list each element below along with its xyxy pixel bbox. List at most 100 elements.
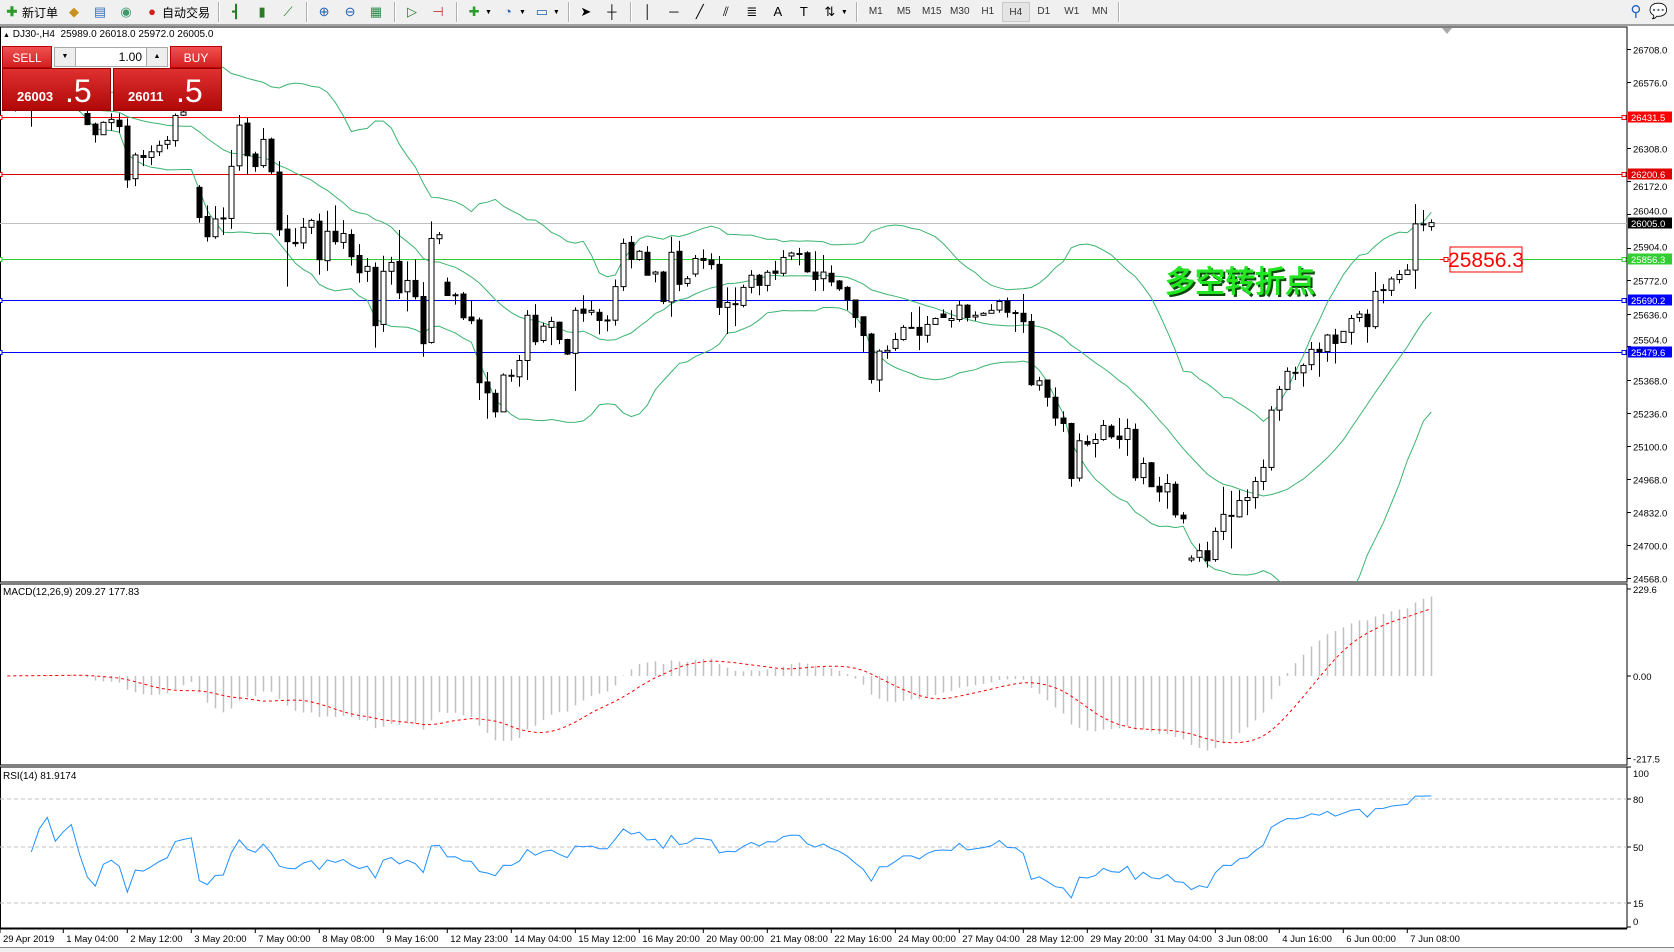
timeframe-m1[interactable]: M1 <box>868 6 883 17</box>
bull-candle <box>220 217 227 220</box>
search-icon[interactable]: ⚲ <box>1630 3 1642 20</box>
buy-button[interactable]: BUY <box>170 46 222 68</box>
bear-candle <box>852 299 859 318</box>
bear-candle <box>1148 462 1155 488</box>
buy-price-box[interactable]: 26011 .5 <box>113 68 222 111</box>
time-label: 16 May 20:00 <box>642 934 700 945</box>
bull-candle <box>1380 289 1387 292</box>
bear-candle <box>1132 428 1139 479</box>
timeframe-m30[interactable]: M30 <box>950 6 970 17</box>
macd-title: MACD(12,26,9) 209.27 177.83 <box>3 587 140 598</box>
bar-chart-button[interactable]: ┫ <box>224 1 250 23</box>
auto-scroll-button[interactable]: ▷ <box>400 1 426 23</box>
text-label-button[interactable]: T <box>792 1 818 23</box>
horizontal-line-button[interactable]: ─ <box>662 1 688 23</box>
tile-windows-button[interactable]: ▦ <box>364 1 390 23</box>
bear-candle <box>604 319 611 322</box>
sell-button[interactable]: SELL <box>2 46 52 68</box>
bear-candle <box>468 316 475 322</box>
lot-size-input[interactable]: 1.00 <box>118 50 142 64</box>
zoom-in-icon: ⊕ <box>318 4 330 19</box>
chart-shift-marker[interactable] <box>1442 28 1452 34</box>
bear-candle <box>1204 550 1211 562</box>
line-chart-button[interactable]: ⟋ <box>276 1 302 23</box>
auto-trading-button[interactable]: ● 自动交易 <box>140 1 214 23</box>
bear-candle <box>868 333 875 380</box>
level-anchor-right <box>1621 257 1627 262</box>
bear-candle <box>644 251 651 276</box>
macd-plot <box>7 596 1433 751</box>
bull-candle <box>996 300 1003 311</box>
timeframe-h1[interactable]: H1 <box>981 6 995 17</box>
level-anchor-left <box>0 298 3 303</box>
toolbar-separator <box>629 2 632 22</box>
navigator-button[interactable]: ▤ <box>88 1 114 23</box>
macd-axis-label: -217.5 <box>1633 754 1660 765</box>
lot-increase-button[interactable]: ▲ <box>146 48 167 66</box>
candlestick-chart-button[interactable]: ▮ <box>250 1 276 23</box>
bull-candle <box>636 250 643 260</box>
templates-button[interactable]: ▭ ▼ <box>530 1 564 23</box>
time-label: 29 May 20:00 <box>1090 934 1148 945</box>
level-anchor-right <box>1621 350 1627 355</box>
bull-candle <box>524 314 531 361</box>
bull-candle <box>892 338 899 349</box>
bull-candle <box>300 226 307 244</box>
zoom-in-button[interactable]: ⊕ <box>312 1 338 23</box>
bull-candle <box>388 261 395 272</box>
cursor-button[interactable]: ➤ <box>574 1 600 23</box>
signals-button[interactable]: ◉ <box>114 1 140 23</box>
bear-candle <box>532 314 539 343</box>
timeframe-m15[interactable]: M15 <box>922 6 942 17</box>
market-watch-button[interactable]: ◆ <box>62 1 88 23</box>
timeframe-h4[interactable]: H4 <box>1001 2 1030 22</box>
trendline-button[interactable]: ╱ <box>688 1 714 23</box>
new-order-button[interactable]: ✚ 新订单 <box>0 1 62 23</box>
bull-candle <box>988 309 995 314</box>
crosshair-button[interactable]: ┼ <box>600 1 626 23</box>
bull-candle <box>228 165 235 219</box>
bull-candle <box>724 301 731 308</box>
timeframe-mn[interactable]: MN <box>1092 6 1108 17</box>
text-button[interactable]: A <box>766 1 792 23</box>
zoom-out-button[interactable]: ⊖ <box>338 1 364 23</box>
chat-icon[interactable]: 💬 <box>1649 3 1668 20</box>
bear-candle <box>596 311 603 321</box>
bull-candle <box>436 234 443 240</box>
line-chart-icon: ⟋ <box>283 4 293 19</box>
toolbar-separator <box>306 2 309 22</box>
fibonacci-button[interactable]: ≣ <box>740 1 766 23</box>
time-label: 7 Jun 08:00 <box>1410 934 1460 945</box>
rsi-axis-label: 80 <box>1633 795 1644 806</box>
lot-decrease-button[interactable]: ▼ <box>55 48 76 66</box>
level-anchor-left <box>0 257 3 262</box>
trendline-icon: ╱ <box>695 4 704 19</box>
collapse-triangle-icon[interactable]: ▲ <box>3 32 10 39</box>
sell-price-box[interactable]: 26003 .5 <box>2 68 111 111</box>
timeframe-d1[interactable]: D1 <box>1037 6 1051 17</box>
arrows-button[interactable]: ⇅ ▼ <box>818 1 852 23</box>
chart-shift-button[interactable]: ⊣ <box>426 1 452 23</box>
text-label-icon: T <box>799 4 808 19</box>
bull-candle <box>1396 274 1403 280</box>
vertical-line-button[interactable]: │ <box>636 1 662 23</box>
bull-candle <box>780 256 787 274</box>
bear-candle <box>484 381 491 394</box>
level-price-tag <box>1628 111 1672 123</box>
bear-candle <box>372 266 379 327</box>
indicators-button[interactable]: ✚ ▼ <box>462 1 496 23</box>
periods-button[interactable]: ◔ ▼ <box>496 1 530 23</box>
bull-candle <box>692 257 699 275</box>
price-label-box[interactable] <box>1449 246 1523 273</box>
bull-candle <box>908 326 915 329</box>
lot-size-stepper[interactable]: ▼ 1.00 ▲ <box>54 47 168 67</box>
bear-candle <box>1020 312 1027 323</box>
timeframe-m5[interactable]: M5 <box>896 6 911 17</box>
bull-candle <box>1164 482 1171 493</box>
timeframe-w1[interactable]: W1 <box>1064 6 1080 17</box>
time-label: 15 May 12:00 <box>578 934 636 945</box>
bear-candle <box>676 250 683 285</box>
equidistant-channel-button[interactable]: ⫽ <box>714 1 740 23</box>
time-label: 21 May 08:00 <box>770 934 828 945</box>
